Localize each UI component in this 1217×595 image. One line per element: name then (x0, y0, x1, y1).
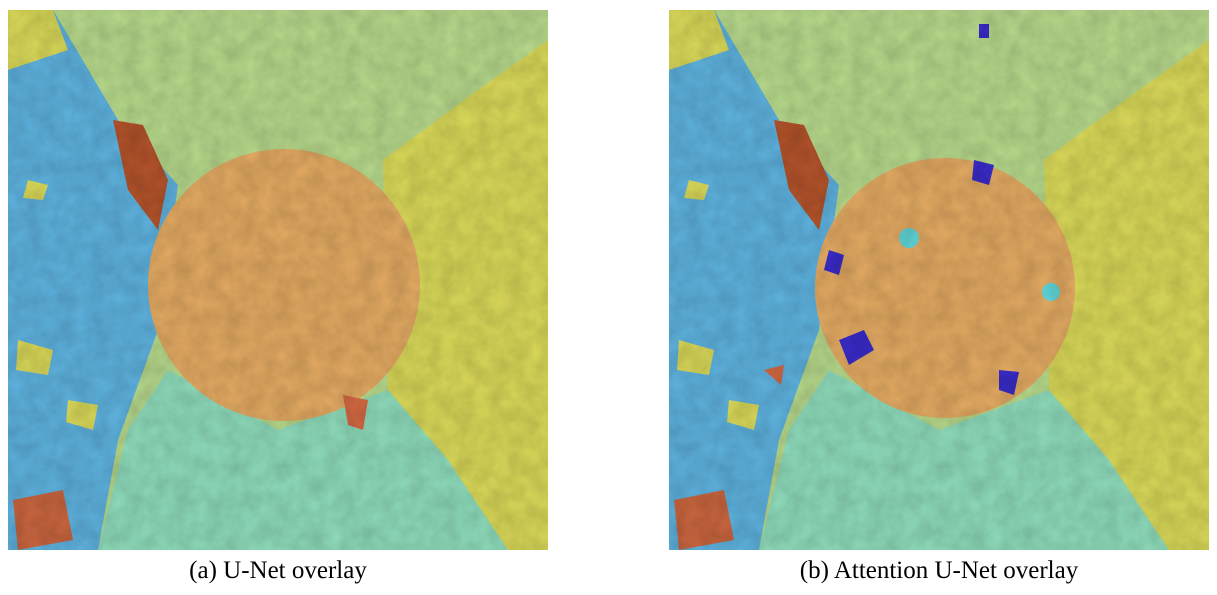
subfigure-caption: (b) Attention U-Net overlay (800, 557, 1079, 584)
page: (a) U-Net overlay (b) Attention U-Net ov… (0, 0, 1217, 595)
unet-overlay-image (8, 10, 548, 550)
subfigure-caption: (a) U-Net overlay (189, 557, 367, 584)
figure: (a) U-Net overlay (b) Attention U-Net ov… (0, 0, 1217, 595)
attention-unet-overlay-image (669, 10, 1209, 550)
